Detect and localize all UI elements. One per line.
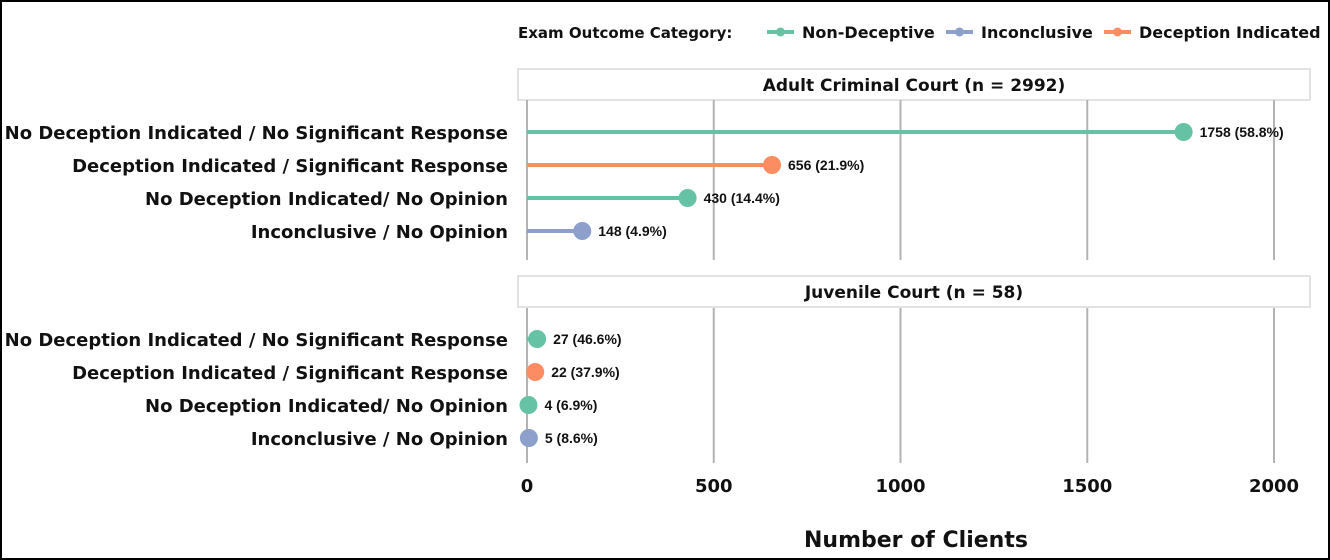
x-tick-label: 0 [521,476,534,497]
legend-marker [1113,27,1122,37]
panel-strip [517,275,1311,308]
legend-marker [776,27,785,37]
category-label: Inconclusive / No Opinion [251,222,508,243]
legend-title: Exam Outcome Category: [518,24,732,42]
data-label: 5 (8.6%) [545,430,598,446]
x-axis-title: Number of Clients [804,528,1028,553]
category-label: No Deception Indicated/ No Opinion [145,189,508,210]
data-label: 27 (46.6%) [553,331,621,347]
data-label: 22 (37.9%) [551,364,619,380]
lollipop-point [519,396,538,414]
lollipop-point [763,156,782,174]
legend-label: Inconclusive [981,23,1093,42]
lollipop-point [1174,123,1193,141]
data-label: 1758 (58.8%) [1200,124,1284,140]
x-tick-label: 500 [695,476,733,497]
category-label: No Deception Indicated/ No Opinion [145,396,508,417]
panel: Adult Criminal Court (n = 2992) No Decept… [5,68,1311,260]
lollipop-point [678,189,697,207]
legend-marker [955,27,964,37]
lollipop-point [573,222,592,240]
lollipop-point [528,330,547,348]
legend: Exam Outcome Category: Non-Deceptive Inco… [518,23,1321,42]
category-label: Inconclusive / No Opinion [251,429,508,450]
x-axis: Number of Clients 0 500 1000 1500 2000 [521,476,1299,553]
x-tick-label: 2000 [1249,476,1299,497]
legend-label: Non-Deceptive [802,23,935,42]
data-label: 4 (6.9%) [544,397,597,413]
x-tick-label: 1000 [875,476,925,497]
panel-title: Adult Criminal Court (n = 2992) [763,76,1066,96]
category-label: No Deception Indicated / No Significant … [5,330,508,351]
panel: Juvenile Court (n = 58) No Deception Indi… [5,275,1311,463]
lollipop-point [519,429,538,447]
panel-title: Juvenile Court (n = 58) [804,283,1023,303]
legend-label: Deception Indicated [1139,23,1321,42]
lollipop-point [526,363,545,381]
data-label: 656 (21.9%) [788,157,864,173]
data-label: 148 (4.9%) [598,223,666,239]
category-label: No Deception Indicated / No Significant … [5,123,508,144]
panel-strip [517,68,1311,101]
x-tick-label: 1500 [1062,476,1112,497]
category-label: Deception Indicated / Significant Respon… [72,363,508,384]
category-label: Deception Indicated / Significant Respon… [72,156,508,177]
data-label: 430 (14.4%) [704,190,780,206]
panels: Adult Criminal Court (n = 2992) No Decept… [5,68,1311,463]
